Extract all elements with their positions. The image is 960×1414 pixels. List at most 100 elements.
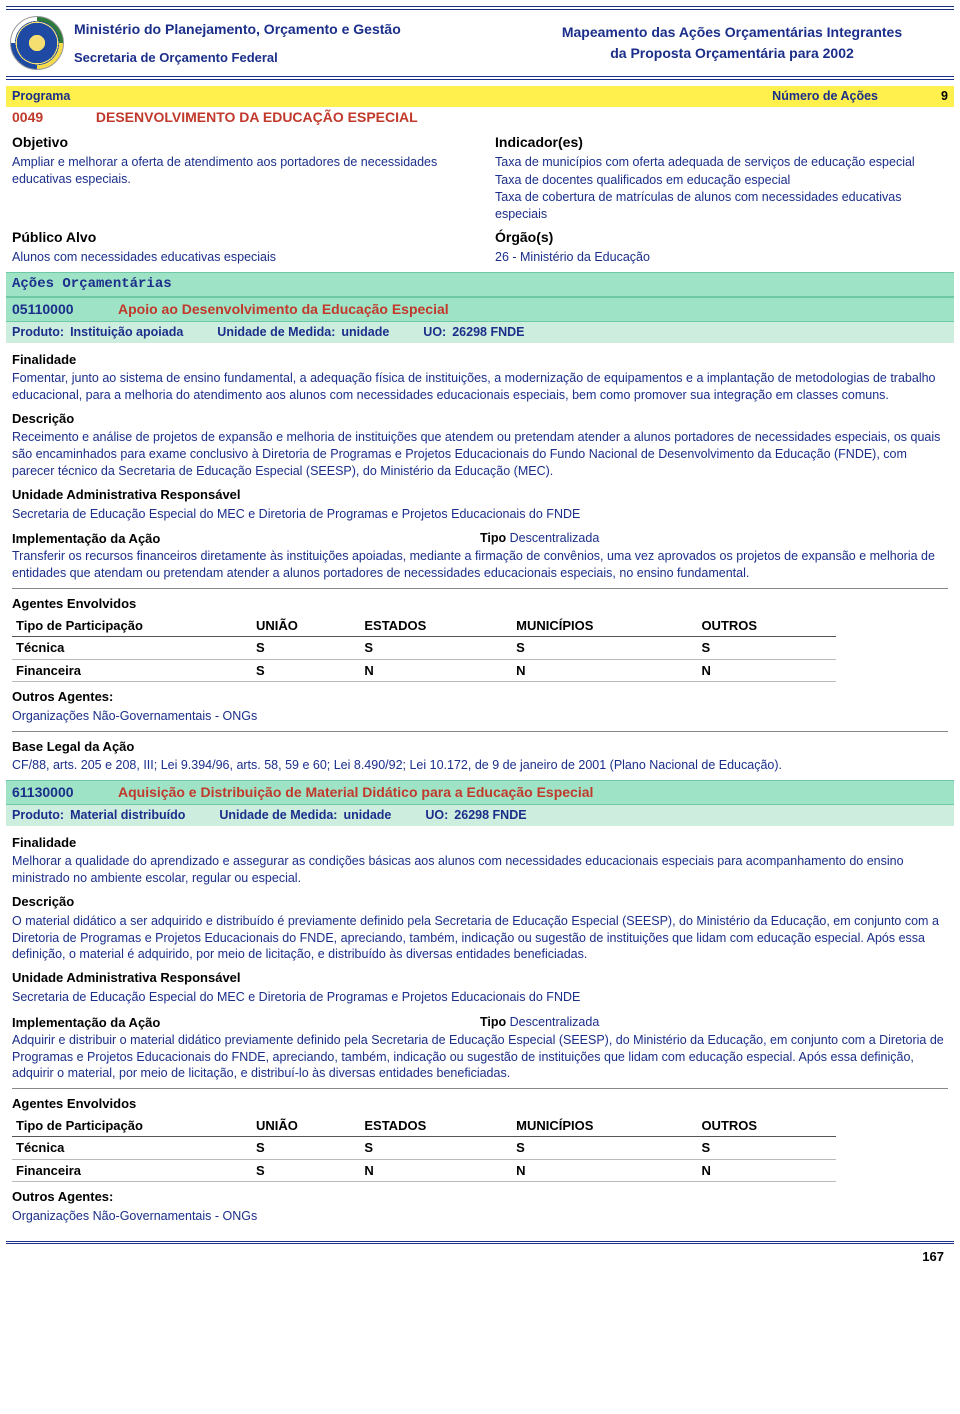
- pt-h2: ESTADOS: [360, 1115, 512, 1137]
- pt-h0: Tipo de Participação: [12, 1115, 252, 1137]
- cell: N: [701, 1163, 710, 1178]
- num-acoes-label: Número de Ações: [772, 88, 878, 105]
- produto-value: Instituição apoiada: [70, 324, 183, 341]
- produto-value: Material distribuído: [70, 807, 185, 824]
- outros-agentes-label: Outros Agentes:: [12, 1188, 948, 1206]
- objective-label: Objetivo: [12, 133, 465, 152]
- header: Ministério do Planejamento, Orçamento e …: [6, 6, 954, 80]
- uo-label: UO:: [423, 324, 446, 341]
- cell: S: [256, 640, 265, 655]
- acoes-band: Ações Orçamentárias: [6, 272, 954, 297]
- uadm-text: Secretaria de Educação Especial do MEC e…: [12, 989, 948, 1006]
- cell: S: [256, 1140, 265, 1155]
- row-tecnica: Técnica: [16, 640, 64, 655]
- footer-rule: [6, 1241, 954, 1244]
- program-code: 0049: [12, 108, 92, 127]
- cell: N: [701, 663, 710, 678]
- agentes-label: Agentes Envolvidos: [12, 595, 948, 613]
- impl-text: Transferir os recursos financeiros diret…: [12, 548, 948, 582]
- program-title: 0049 DESENVOLVIMENTO DA EDUCAÇÃO ESPECIA…: [6, 107, 954, 133]
- action-header: 61130000 Aquisição e Distribuição de Mat…: [6, 780, 954, 805]
- participation-table: Tipo de Participação UNIÃO ESTADOS MUNIC…: [12, 615, 836, 683]
- doc-title-1: Mapeamento das Ações Orçamentárias Integ…: [514, 23, 950, 42]
- header-right: Mapeamento das Ações Orçamentárias Integ…: [514, 21, 950, 65]
- descricao-label: Descrição: [12, 410, 948, 428]
- produto-label: Produto:: [12, 324, 64, 341]
- tipo-label: Tipo: [480, 531, 506, 545]
- outros-agentes-text: Organizações Não-Governamentais - ONGs: [12, 1208, 948, 1225]
- header-left: Ministério do Planejamento, Orçamento e …: [74, 20, 510, 66]
- objective-text: Ampliar e melhorar a oferta de atendimen…: [12, 154, 465, 188]
- program-label: Programa: [12, 88, 772, 105]
- unidade-value: unidade: [341, 324, 389, 341]
- orgaos-label: Órgão(s): [495, 228, 948, 247]
- finalidade-text: Fomentar, junto ao sistema de ensino fun…: [12, 370, 948, 404]
- cell: N: [516, 1163, 525, 1178]
- program-name: DESENVOLVIMENTO DA EDUCAÇÃO ESPECIAL: [96, 109, 418, 125]
- finalidade-label: Finalidade: [12, 834, 948, 852]
- cell: N: [364, 1163, 373, 1178]
- row-financeira: Financeira: [16, 663, 81, 678]
- action-code: 61130000: [12, 783, 102, 802]
- pt-h1: UNIÃO: [252, 615, 360, 637]
- uo-value: 26298 FNDE: [452, 324, 524, 341]
- action-name: Apoio ao Desenvolvimento da Educação Esp…: [118, 300, 449, 319]
- pt-h2: ESTADOS: [360, 615, 512, 637]
- orgaos-block: Órgão(s) 26 - Ministério da Educação: [495, 228, 948, 266]
- num-acoes-value: 9: [918, 88, 948, 105]
- publico-block: Público Alvo Alunos com necessidades edu…: [12, 228, 465, 266]
- indicators-block: Indicador(es) Taxa de municípios com ofe…: [495, 133, 948, 224]
- finalidade-text: Melhorar a qualidade do aprendizado e as…: [12, 853, 948, 887]
- tipo-value: Descentralizada: [510, 1015, 600, 1029]
- participation-table: Tipo de Participação UNIÃO ESTADOS MUNIC…: [12, 1115, 836, 1183]
- descricao-text: Receimento e análise de projetos de expa…: [12, 429, 948, 480]
- row-financeira: Financeira: [16, 1163, 81, 1178]
- seal-icon: [10, 16, 64, 70]
- produto-label: Produto:: [12, 807, 64, 824]
- cell: N: [364, 663, 373, 678]
- action-code: 05110000: [12, 300, 102, 319]
- outros-agentes-text: Organizações Não-Governamentais - ONGs: [12, 708, 948, 725]
- indicator-item: Taxa de municípios com oferta adequada d…: [495, 154, 948, 171]
- pt-h4: OUTROS: [697, 1115, 835, 1137]
- unidade-value: unidade: [343, 807, 391, 824]
- pt-h3: MUNICÍPIOS: [512, 615, 697, 637]
- pt-h4: OUTROS: [697, 615, 835, 637]
- descricao-text: O material didático a ser adquirido e di…: [12, 913, 948, 964]
- indicator-item: Taxa de docentes qualificados em educaçã…: [495, 172, 948, 189]
- base-legal-label: Base Legal da Ação: [12, 738, 948, 756]
- product-line: Produto: Material distribuído Unidade de…: [6, 805, 954, 826]
- indicators-label: Indicador(es): [495, 133, 948, 152]
- cell: S: [256, 1163, 265, 1178]
- pt-h0: Tipo de Participação: [12, 615, 252, 637]
- cell: S: [516, 640, 525, 655]
- objective-block: Objetivo Ampliar e melhorar a oferta de …: [12, 133, 465, 224]
- row-tecnica: Técnica: [16, 1140, 64, 1155]
- outros-agentes-label: Outros Agentes:: [12, 688, 948, 706]
- cell: S: [701, 1140, 710, 1155]
- uo-label: UO:: [425, 807, 448, 824]
- indicator-item: Taxa de cobertura de matrículas de aluno…: [495, 189, 948, 223]
- cell: S: [516, 1140, 525, 1155]
- uadm-label: Unidade Administrativa Responsável: [12, 486, 948, 504]
- impl-text: Adquirir e distribuir o material didátic…: [12, 1032, 948, 1083]
- cell: S: [364, 1140, 373, 1155]
- tipo-value: Descentralizada: [510, 531, 600, 545]
- cell: S: [256, 663, 265, 678]
- cell: S: [364, 640, 373, 655]
- base-legal-text: CF/88, arts. 205 e 208, III; Lei 9.394/9…: [12, 757, 948, 774]
- orgaos-text: 26 - Ministério da Educação: [495, 249, 948, 266]
- pt-h3: MUNICÍPIOS: [512, 1115, 697, 1137]
- impl-label: Implementação da Ação: [12, 1015, 160, 1030]
- finalidade-label: Finalidade: [12, 351, 948, 369]
- descricao-label: Descrição: [12, 893, 948, 911]
- unidade-label: Unidade de Medida:: [219, 807, 337, 824]
- doc-title-2: da Proposta Orçamentária para 2002: [514, 44, 950, 63]
- pt-h1: UNIÃO: [252, 1115, 360, 1137]
- uo-value: 26298 FNDE: [454, 807, 526, 824]
- action-name: Aquisição e Distribuição de Material Did…: [118, 783, 593, 802]
- uadm-text: Secretaria de Educação Especial do MEC e…: [12, 506, 948, 523]
- secretariat-name: Secretaria de Orçamento Federal: [74, 49, 510, 67]
- ministry-name: Ministério do Planejamento, Orçamento e …: [74, 20, 510, 39]
- agentes-label: Agentes Envolvidos: [12, 1095, 948, 1113]
